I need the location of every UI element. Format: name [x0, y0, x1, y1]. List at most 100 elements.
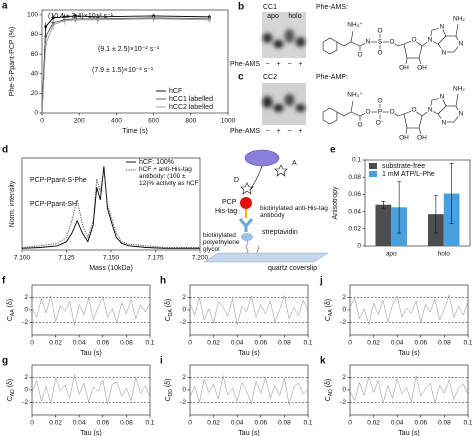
label: quartz coverslip	[268, 265, 317, 272]
x-tick-label: 0.06	[414, 420, 427, 427]
atom: OH	[417, 65, 427, 72]
atom: O	[377, 28, 382, 35]
bond	[431, 27, 443, 31]
point	[44, 42, 48, 46]
atom: S	[378, 39, 383, 46]
x-tick-label: 800	[185, 118, 196, 125]
x-tick-label: 0.04	[231, 340, 244, 347]
phenyl-ring	[322, 107, 338, 125]
y-tick-label: 0	[357, 243, 361, 250]
gel-bands	[262, 94, 306, 112]
bond	[350, 100, 354, 113]
panel-label: d	[2, 145, 8, 156]
series-line	[349, 294, 469, 326]
bond	[397, 113, 405, 117]
atom: O	[365, 109, 370, 116]
coverslip	[203, 252, 329, 263]
y-axis-label: Phe-S-Ppant-PCP (%)	[9, 27, 16, 97]
legend-label-box: hCF + anti-His-tag antibody: (100 ± 12)%…	[139, 166, 199, 188]
y-axis-label-part: C	[325, 316, 332, 321]
bond	[413, 39, 423, 47]
x-tick-label: 0.08	[120, 420, 133, 427]
bond	[418, 115, 423, 129]
series-line	[31, 374, 151, 405]
y-tick-label: 0.04	[348, 208, 361, 215]
bar	[375, 204, 392, 246]
bond	[343, 41, 352, 47]
y-tick-label: 2	[24, 294, 28, 301]
point	[208, 18, 211, 22]
atom: O⁻	[376, 120, 385, 127]
y-axis-label: CAA (δ)	[7, 299, 16, 321]
atom: N	[459, 111, 464, 118]
bond	[359, 111, 369, 117]
x-tick-label: 0.06	[414, 340, 427, 347]
gel-b: b CC1 apo holo Phe-AMS − + − +	[230, 2, 306, 68]
series-line	[21, 166, 200, 249]
plot-frame	[41, 9, 229, 114]
streptavidin	[241, 233, 253, 241]
atom: N	[440, 24, 445, 31]
plot-frame	[349, 364, 469, 416]
label-box: biotinylated polyethylene glycol	[203, 232, 240, 254]
atom: NH₂	[453, 86, 465, 93]
sign: −	[287, 128, 291, 135]
panel-label: j	[319, 276, 323, 287]
atom: O	[377, 50, 382, 57]
label: His-tag	[215, 208, 237, 215]
x-tick-label: 600	[148, 118, 159, 125]
sign: +	[298, 128, 302, 135]
y-tick-label: 2	[24, 374, 28, 381]
bond	[437, 43, 445, 53]
bond	[437, 35, 447, 45]
bond	[350, 111, 361, 117]
legend-label: 1 mM ATP/L-Phe	[382, 171, 435, 178]
plot-frame	[189, 364, 309, 416]
point	[44, 35, 48, 38]
x-tick-label: 0.02	[367, 420, 380, 427]
acceptor-domain	[244, 149, 280, 167]
panel-label: c	[238, 72, 244, 83]
x-tick-label: apo	[386, 251, 397, 258]
phenyl-ring	[322, 37, 338, 55]
legend-label: hCF + anti-His-tag antibody: (100 ± 12)%…	[139, 166, 199, 188]
x-tick-label: 7.175	[147, 255, 164, 262]
x-tick-label: 0	[30, 420, 34, 427]
x-tick-label: 0.04	[391, 340, 404, 347]
atom: N	[428, 37, 433, 44]
y-tick-label: 100	[27, 12, 38, 19]
x-tick-label: 0.04	[231, 420, 244, 427]
atom: O	[411, 37, 416, 44]
bond	[431, 97, 443, 101]
atom: N	[428, 107, 433, 114]
sign: −	[287, 61, 291, 68]
bond	[429, 39, 439, 45]
y-tick-label: -2	[340, 399, 346, 406]
y-axis-label-part: (δ)	[165, 379, 172, 390]
point	[96, 18, 100, 22]
atom: O	[389, 109, 394, 116]
x-tick-label: 0.04	[73, 340, 86, 347]
point	[44, 25, 48, 29]
schematic: A D PCP His-tag biotinylated anti-His-ta…	[203, 149, 329, 272]
x-tick-label: 0.02	[207, 340, 220, 347]
x-tick-label: 0.06	[96, 340, 109, 347]
label: biotinylated anti-His-tag antibody	[260, 205, 328, 220]
bond	[391, 111, 399, 117]
x-tick-label: 7.100	[14, 255, 31, 262]
series-line	[189, 375, 309, 406]
sign: −	[265, 128, 269, 135]
label: biotinylated polyethylene glycol	[203, 232, 240, 254]
error-bar	[449, 163, 454, 224]
series-line	[189, 294, 309, 326]
x-tick-label: 0.1	[303, 340, 312, 347]
legend-label: substrate-free	[382, 163, 425, 170]
label: streptavidin	[262, 229, 298, 236]
bond	[429, 109, 439, 115]
series-line	[349, 375, 469, 404]
x-tick-label: 0.04	[391, 420, 404, 427]
bond	[418, 45, 423, 59]
y-tick-label: 0	[34, 110, 38, 117]
label: PCP	[222, 199, 237, 206]
